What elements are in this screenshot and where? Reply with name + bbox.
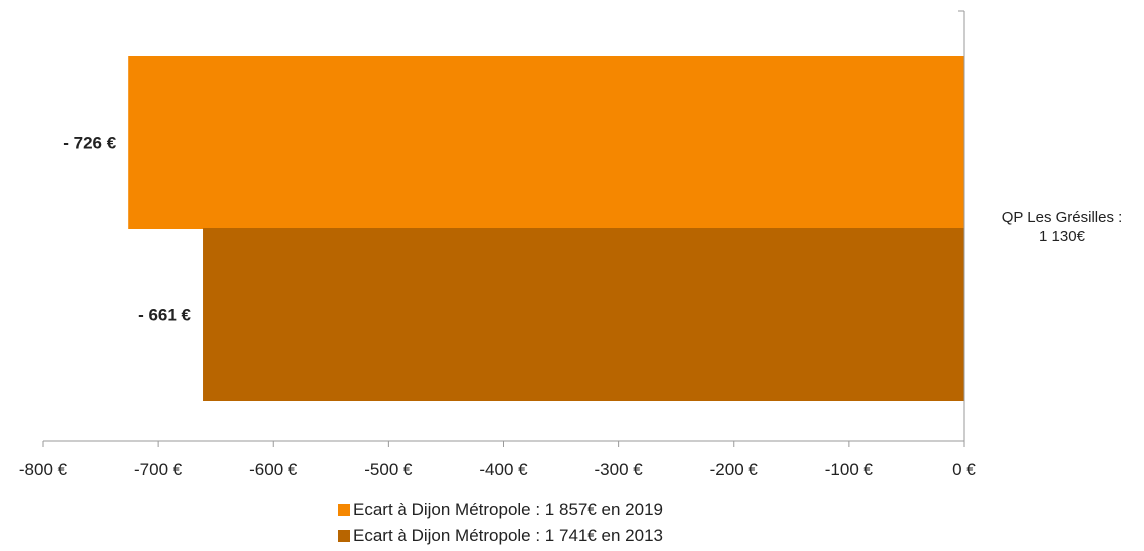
data-label-0: - 726 € <box>63 134 116 153</box>
data-label-1: - 661 € <box>138 306 191 325</box>
bar-1 <box>203 228 964 401</box>
legend-label-2013: Ecart à Dijon Métropole : 1 741€ en 2013 <box>353 526 663 545</box>
x-tick-label-3: -500 € <box>364 460 413 479</box>
legend-swatch-2013 <box>338 530 350 542</box>
legend-swatch-2019 <box>338 504 350 516</box>
category-label: QP Les Grésilles : 1 130€ <box>1002 209 1123 245</box>
x-tick-label-4: -400 € <box>479 460 528 479</box>
x-tick-label-7: -100 € <box>825 460 874 479</box>
legend-item-2019: Ecart à Dijon Métropole : 1 857€ en 2019 <box>338 497 663 523</box>
x-tick-label-0: -800 € <box>19 460 68 479</box>
bar-0 <box>128 56 964 229</box>
legend-item-2013: Ecart à Dijon Métropole : 1 741€ en 2013 <box>338 523 663 549</box>
plot-area: - 726 € - 661 € -800 € -700 € -600 € -500 € -4… <box>19 10 1123 479</box>
x-tick-label-1: -700 € <box>134 460 183 479</box>
legend: Ecart à Dijon Métropole : 1 857€ en 2019… <box>338 497 663 549</box>
x-tick-label-5: -300 € <box>595 460 644 479</box>
x-tick-label-8: 0 € <box>952 460 976 479</box>
legend-label-2019: Ecart à Dijon Métropole : 1 857€ en 2019 <box>353 500 663 519</box>
category-label-line-0: QP Les Grésilles : <box>1002 209 1123 226</box>
x-tick-label-6: -200 € <box>710 460 759 479</box>
x-tick-label-2: -600 € <box>249 460 298 479</box>
category-label-line-1: 1 130€ <box>1039 228 1086 245</box>
